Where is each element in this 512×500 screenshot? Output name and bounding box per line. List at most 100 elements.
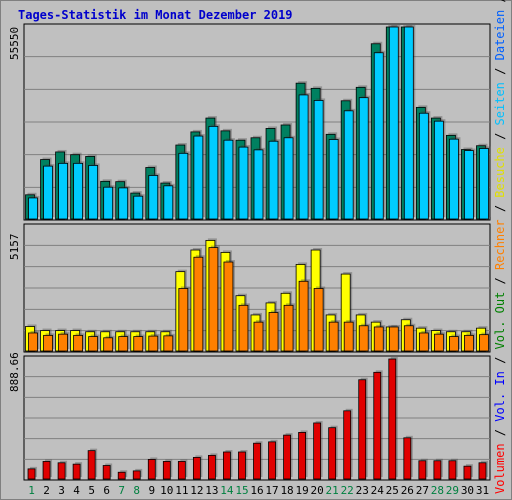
legend-separator: /: [493, 270, 507, 292]
bar-volumen-day-30: [463, 465, 472, 480]
day-label-14: 14: [220, 484, 234, 497]
bar-seiten-day-31: [479, 148, 489, 220]
bar-volumen-day-29: [448, 460, 457, 480]
legend-dateien: Dateien: [493, 10, 507, 61]
max-label-middle: 5157: [8, 234, 21, 261]
bar-volumen-day-16: [253, 442, 261, 480]
bar-rechner-day-27: [418, 332, 429, 352]
day-label-5: 5: [88, 484, 95, 497]
bar-seiten-day-10: [163, 185, 174, 220]
bar-seiten-day-13: [208, 125, 219, 220]
day-label-7: 7: [118, 484, 125, 497]
bar-rechner-day-13: [208, 247, 219, 352]
legend-separator: /: [493, 349, 507, 371]
day-label-24: 24: [371, 484, 385, 497]
bar-seiten-day-20: [313, 100, 324, 220]
bar-rechner-day-10: [163, 335, 174, 352]
bar-volumen-day-17: [268, 441, 276, 480]
bar-rechner-day-15: [238, 304, 249, 352]
bar-seiten-day-22: [343, 110, 354, 220]
bar-volumen-day-27: [418, 460, 427, 480]
bar-rechner-day-29: [449, 336, 459, 352]
bar-seiten-day-23: [358, 97, 369, 220]
bar-volumen-day-28: [433, 460, 442, 480]
bar-volumen-day-31: [478, 462, 487, 480]
bar-volumen-day-9: [147, 459, 156, 480]
right-legend: Volumen / Vol. In / Vol. Out / Rechner /…: [493, 0, 507, 494]
day-label-6: 6: [103, 484, 110, 497]
bar-volumen-day-22: [343, 410, 352, 480]
day-label-10: 10: [160, 484, 173, 497]
bar-volumen-day-3: [57, 462, 66, 480]
bar-seiten-day-3: [58, 162, 68, 220]
legend-separator: /: [493, 60, 507, 82]
panel-middle: 5157: [8, 223, 491, 353]
bar-volumen-day-14: [223, 451, 231, 480]
bar-rechner-day-24: [373, 326, 384, 352]
bar-rechner-day-25: [388, 326, 399, 352]
bar-seiten-day-18: [283, 137, 294, 220]
bar-rechner-day-11: [178, 288, 189, 352]
bar-rechner-day-1: [28, 332, 38, 352]
max-label-bottom: 888.66: [8, 352, 21, 392]
day-label-25: 25: [386, 484, 399, 497]
bar-rechner-day-31: [479, 334, 489, 352]
bar-volumen-day-11: [177, 461, 186, 480]
bar-volumen-day-18: [283, 434, 291, 480]
bar-seiten-day-19: [298, 94, 309, 220]
bar-rechner-day-22: [343, 321, 354, 352]
panel-top: 55550: [8, 23, 491, 221]
legend-besuche: Besuche: [493, 147, 507, 198]
bar-volumen-day-20: [313, 422, 322, 480]
max-label-top: 55550: [8, 27, 21, 60]
bar-volumen-day-21: [328, 427, 337, 480]
day-label-4: 4: [73, 484, 80, 497]
bar-rechner-day-18: [283, 304, 294, 352]
bar-rechner-day-20: [313, 288, 324, 352]
bar-seiten-day-25: [388, 26, 399, 220]
bar-seiten-day-27: [418, 112, 429, 220]
bar-seiten-day-2: [43, 165, 53, 220]
bar-rechner-day-2: [43, 334, 53, 352]
legend-separator: /: [493, 198, 507, 220]
bar-rechner-day-21: [328, 321, 339, 352]
bar-seiten-day-28: [433, 120, 444, 220]
day-label-1: 1: [28, 484, 35, 497]
bar-seiten-day-21: [328, 139, 339, 220]
bar-seiten-day-4: [73, 162, 84, 220]
bar-volumen-day-24: [373, 371, 382, 480]
bar-rechner-day-9: [148, 335, 159, 352]
bar-volumen-day-26: [403, 437, 412, 480]
chart-title: Tages-Statistik im Monat Dezember 2019: [18, 8, 293, 22]
bar-volumen-day-1: [27, 468, 36, 480]
day-label-31: 31: [476, 484, 489, 497]
bar-rechner-day-26: [403, 325, 414, 352]
day-label-26: 26: [401, 484, 414, 497]
bar-volumen-day-6: [102, 465, 111, 480]
legend-separator: /: [493, 0, 507, 10]
bar-rechner-day-5: [88, 336, 99, 352]
bar-volumen-day-13: [208, 454, 216, 480]
bar-rechner-day-30: [464, 334, 474, 352]
bar-volumen-day-4: [72, 463, 81, 480]
day-label-12: 12: [190, 484, 203, 497]
day-label-8: 8: [133, 484, 140, 497]
bar-seiten-day-7: [118, 187, 129, 220]
bar-seiten-day-12: [193, 135, 204, 220]
bar-seiten-day-14: [223, 139, 234, 220]
bar-seiten-day-6: [103, 186, 114, 220]
legend-volumen: Volumen: [493, 443, 507, 494]
bar-rechner-day-16: [253, 321, 264, 352]
day-label-13: 13: [205, 484, 218, 497]
bar-rechner-day-19: [298, 280, 309, 352]
legend-separator: /: [493, 125, 507, 147]
bar-volumen-day-8: [132, 470, 141, 480]
day-label-21: 21: [326, 484, 339, 497]
day-label-2: 2: [43, 484, 50, 497]
day-label-9: 9: [148, 484, 155, 497]
bar-seiten-day-11: [178, 152, 189, 220]
bar-rechner-day-12: [193, 256, 204, 352]
bar-rechner-day-8: [133, 336, 144, 352]
bar-seiten-day-29: [449, 138, 459, 220]
